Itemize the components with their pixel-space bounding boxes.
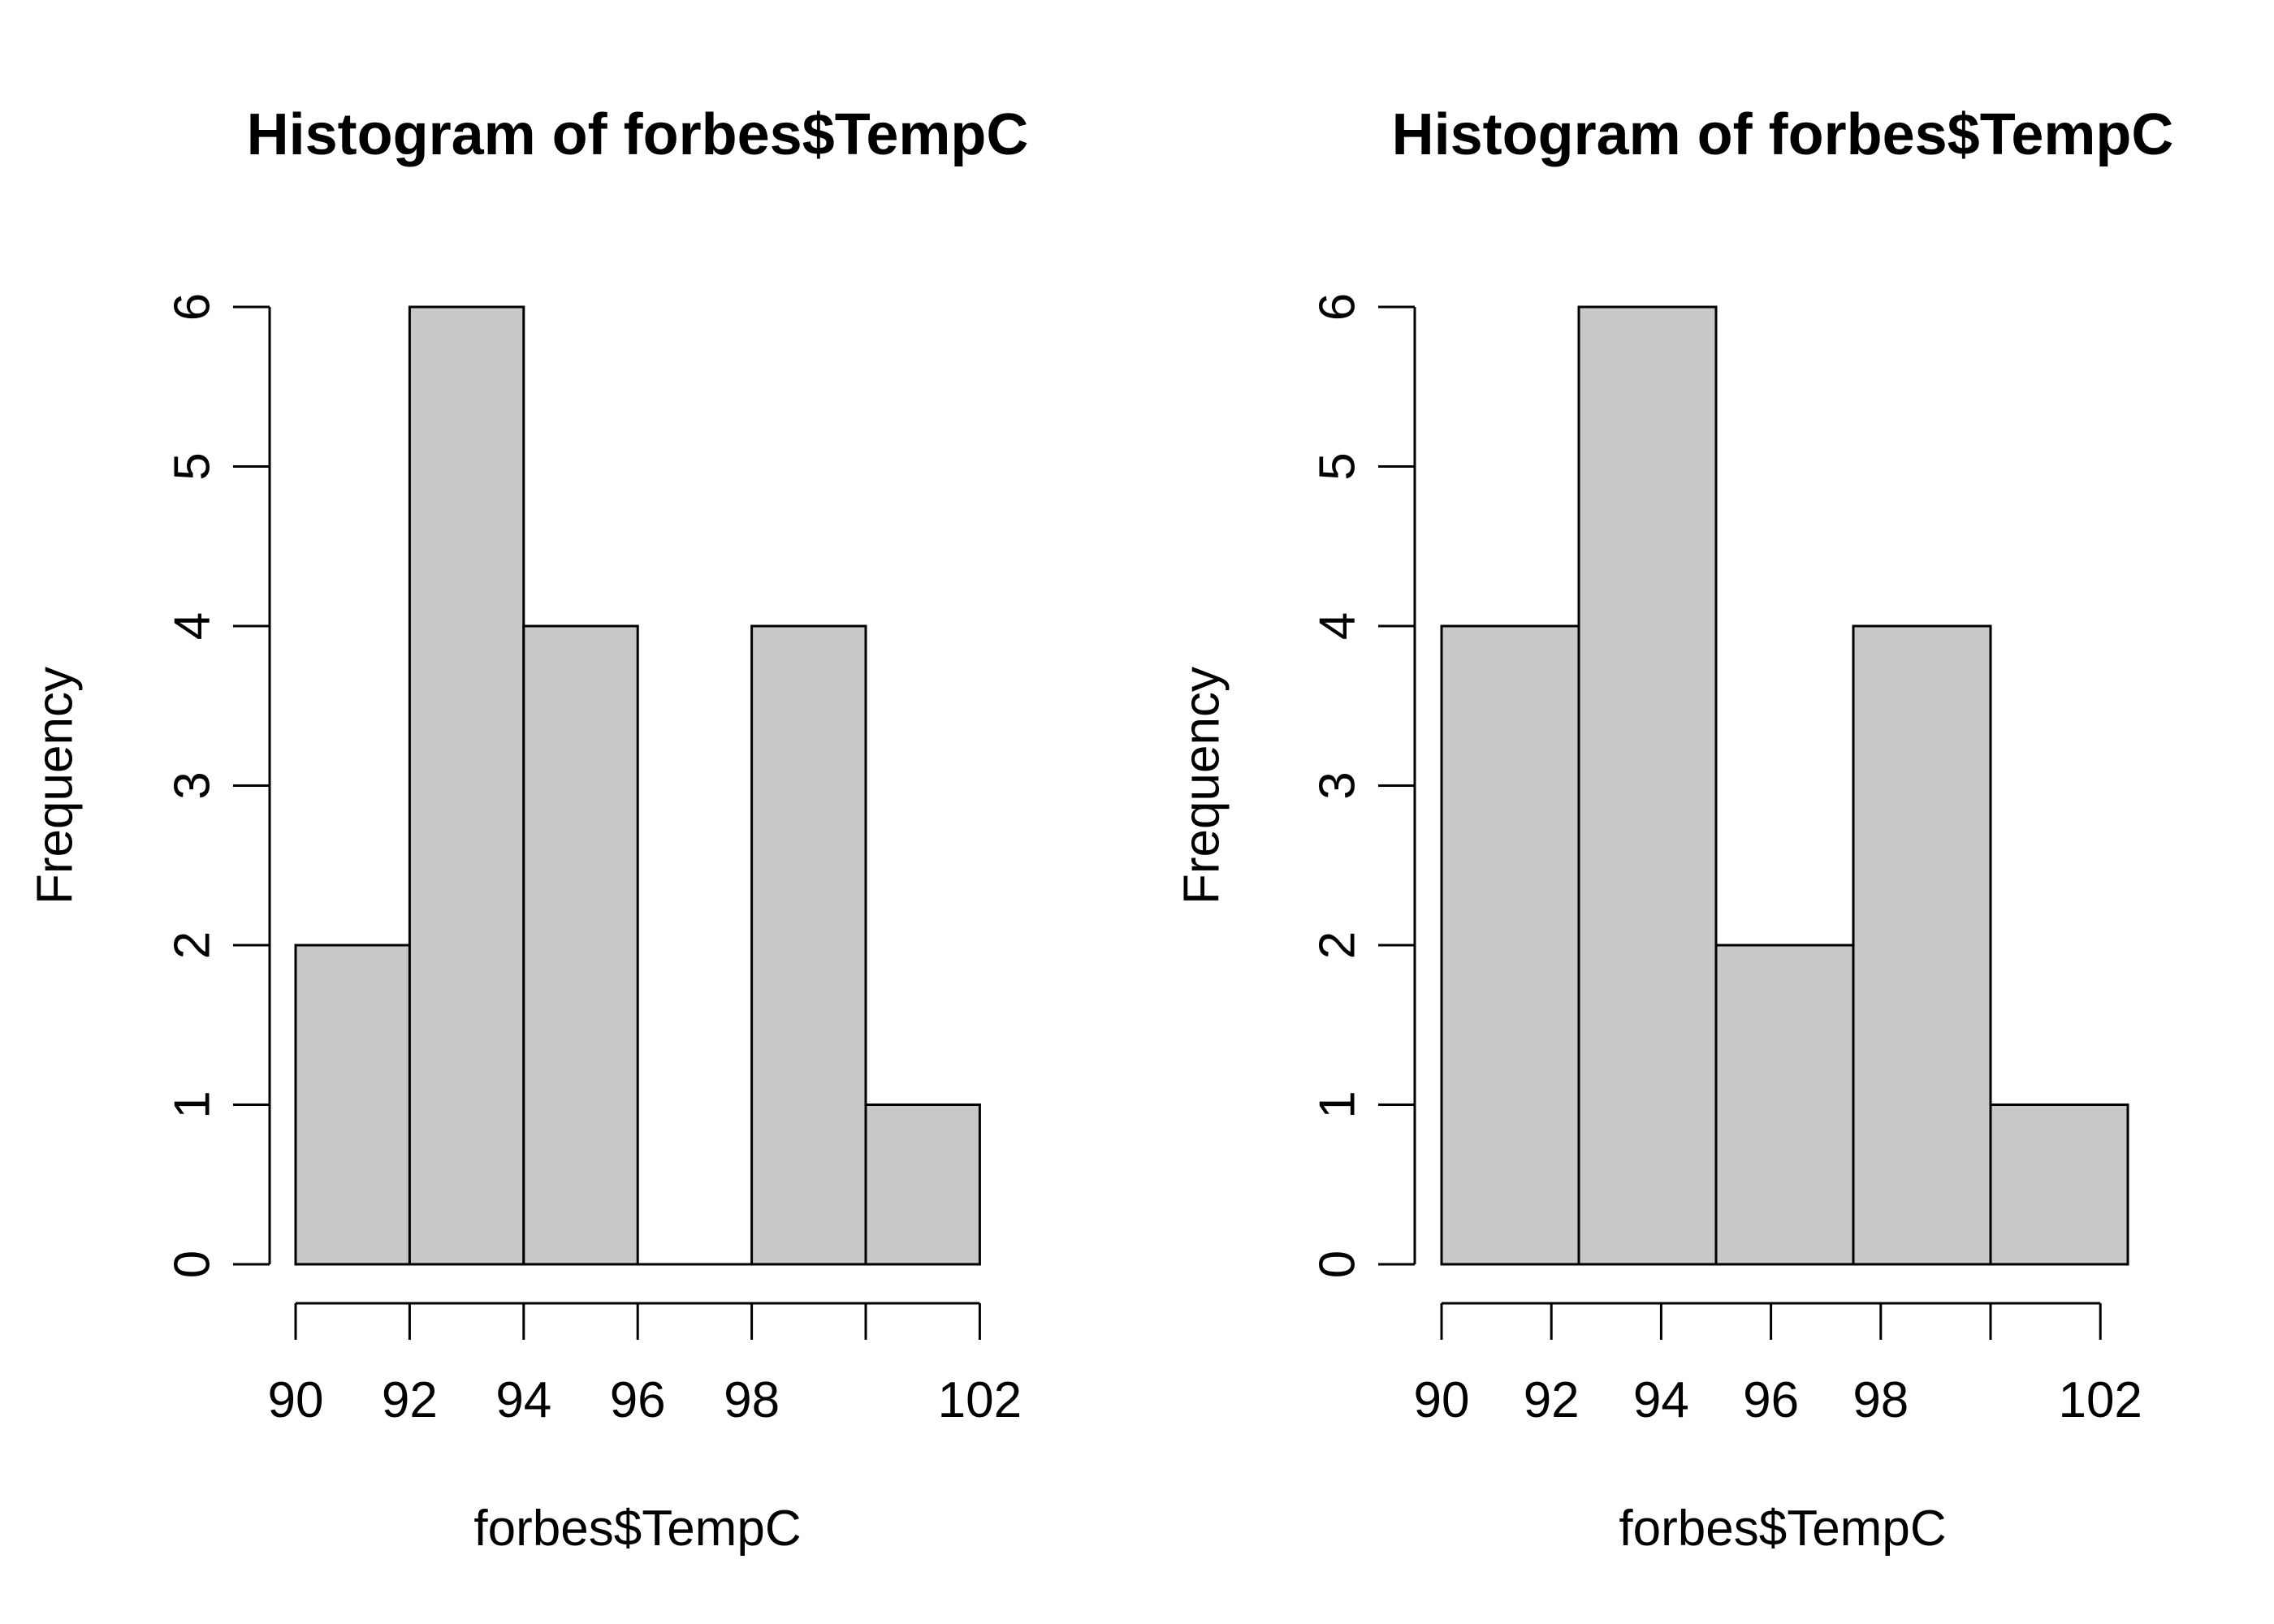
y-tick-label: 3 xyxy=(165,771,221,799)
x-tick-label: 96 xyxy=(1743,1372,1799,1428)
x-tick-label: 92 xyxy=(1524,1372,1580,1428)
x-tick-label: 94 xyxy=(1633,1372,1689,1428)
y-axis-label: Frequency xyxy=(1174,667,1230,905)
x-tick-label: 98 xyxy=(1852,1372,1909,1428)
histogram-bar xyxy=(1440,624,1580,1266)
histogram-bar xyxy=(294,944,411,1266)
y-tick-label: 2 xyxy=(1310,931,1366,959)
y-tick-label: 6 xyxy=(165,293,221,321)
histogram-bar xyxy=(1577,305,1718,1266)
x-tick-label: 102 xyxy=(938,1372,1022,1428)
x-tick-label: 96 xyxy=(610,1372,666,1428)
y-axis-label: Frequency xyxy=(28,667,84,905)
y-tick-label: 4 xyxy=(165,612,221,640)
histogram-bar xyxy=(1852,624,1992,1266)
y-tick-label: 1 xyxy=(165,1091,221,1118)
y-tick-label: 3 xyxy=(1310,771,1366,799)
y-tick-label: 6 xyxy=(1310,293,1366,321)
y-tick-label: 5 xyxy=(165,452,221,480)
x-axis-label: forbes$TempC xyxy=(1619,1501,1946,1557)
histogram-bar xyxy=(1989,1104,2129,1266)
y-tick-label: 1 xyxy=(1310,1091,1366,1118)
y-tick-label: 0 xyxy=(1310,1250,1366,1278)
x-tick-label: 90 xyxy=(268,1372,324,1428)
chart-title: Histogram of forbes$TempC xyxy=(247,102,1029,167)
x-tick-label: 90 xyxy=(1414,1372,1470,1428)
histogram-bar xyxy=(522,624,639,1266)
histogram-bar xyxy=(408,305,525,1266)
x-tick-label: 92 xyxy=(382,1372,438,1428)
y-tick-label: 4 xyxy=(1310,612,1366,640)
y-tick-label: 0 xyxy=(165,1250,221,1278)
x-axis-label: forbes$TempC xyxy=(473,1501,801,1557)
chart-title: Histogram of forbes$TempC xyxy=(1392,102,2174,167)
y-tick-label: 5 xyxy=(1310,452,1366,480)
histogram-panel-left: Histogram of forbes$TempC 0 1 2 3 4 5 6 90 92 94 96… xyxy=(28,102,1029,1557)
histogram-bar xyxy=(750,624,867,1266)
x-tick-label: 102 xyxy=(2058,1372,2142,1428)
histogram-bar xyxy=(1714,944,1855,1266)
histogram-bar xyxy=(864,1104,981,1266)
x-tick-label: 94 xyxy=(495,1372,551,1428)
histogram-panel-right: Histogram of forbes$TempC 0 1 2 3 4 5 6 90 92 94 96… xyxy=(1174,102,2174,1557)
y-tick-label: 2 xyxy=(165,931,221,959)
x-tick-label: 98 xyxy=(724,1372,780,1428)
